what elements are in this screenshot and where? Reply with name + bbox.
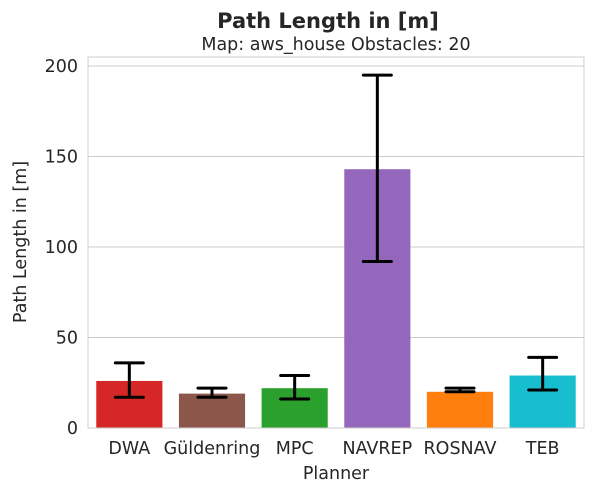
x-tick-label: ROSNAV [424,439,497,459]
chart-title: Path Length in [m] [217,9,439,33]
bar-rosnav [426,391,494,428]
bar-güldenring [178,393,246,428]
y-tick-label: 100 [45,238,78,258]
y-axis-label: Path Length in [m] [11,161,31,323]
plot-frame [87,56,585,429]
tick-labels: 0 50 100 150 200 DWA Güldenring MPC NAVREP ROSNAV… [45,57,560,459]
y-tick-label: 0 [67,419,78,439]
y-tick-label: 200 [45,57,78,77]
x-tick-label: MPC [276,439,314,459]
chart-subtitle: Map: aws_house Obstacles: 20 [201,35,470,55]
x-axis-label: Planner [303,464,370,484]
grid [88,65,584,429]
y-tick-label: 50 [56,329,78,349]
x-tick-label: NAVREP [342,439,412,459]
y-tick-label: 150 [45,148,78,168]
bars [96,169,576,428]
x-tick-label: DWA [108,439,150,459]
x-tick-label: Güldenring [164,439,261,459]
x-tick-label: TEB [525,439,560,459]
error-bars [113,73,559,401]
